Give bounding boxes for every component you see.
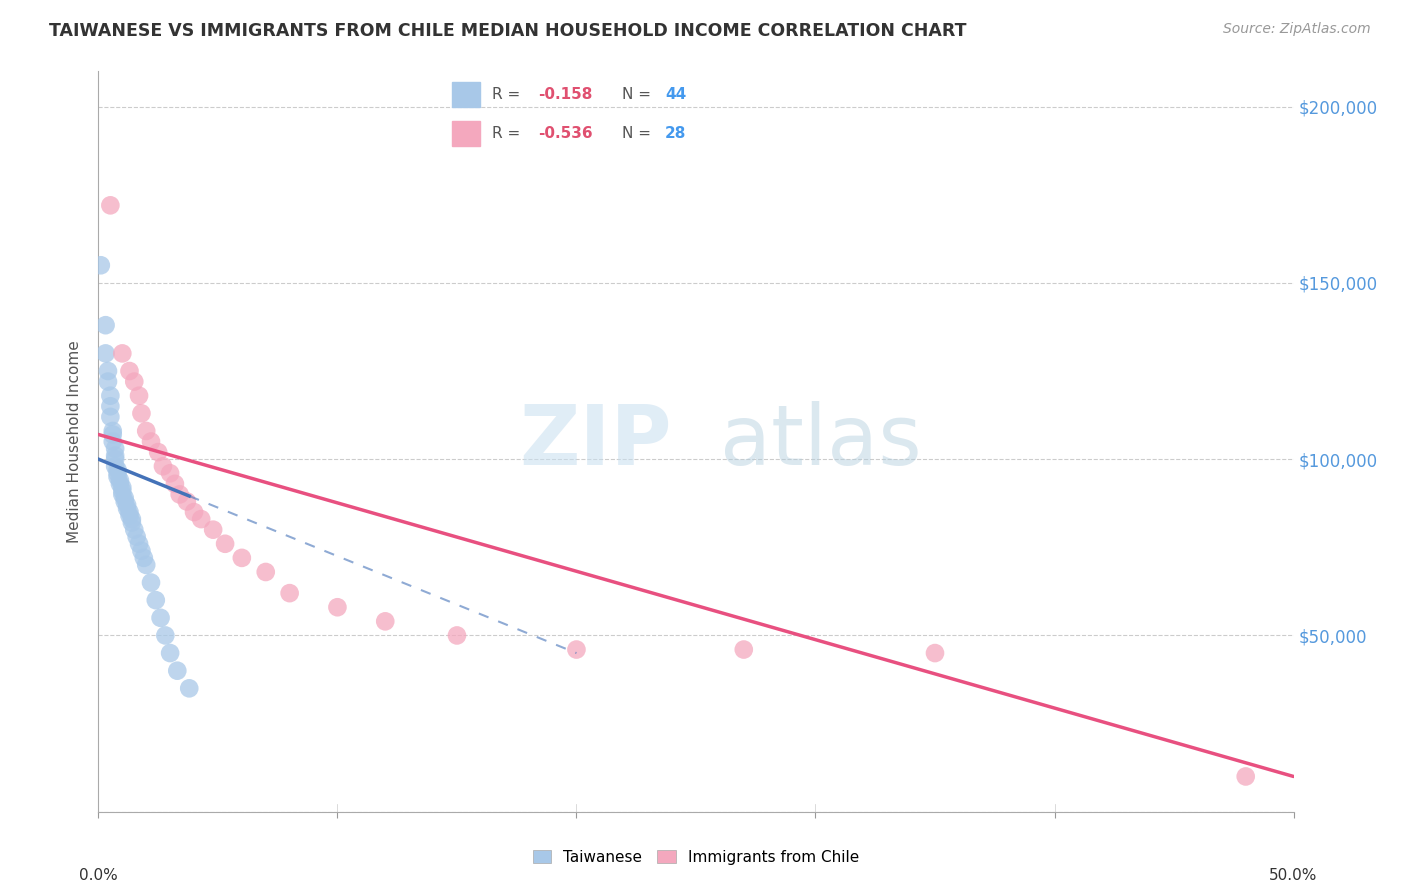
Text: R =: R = — [492, 87, 524, 102]
Point — [104, 452, 127, 467]
Point — [202, 523, 225, 537]
Point — [104, 449, 127, 463]
Point — [98, 399, 122, 413]
Point — [98, 198, 122, 212]
Point — [159, 646, 181, 660]
Point — [107, 463, 129, 477]
Point — [90, 258, 112, 272]
Point — [107, 470, 129, 484]
Point — [118, 364, 141, 378]
Point — [118, 508, 141, 523]
Point — [121, 512, 143, 526]
Text: ZIP: ZIP — [520, 401, 672, 482]
Point — [135, 424, 157, 438]
Text: 28: 28 — [665, 126, 686, 141]
Point — [924, 646, 946, 660]
Point — [124, 375, 146, 389]
Point — [125, 530, 148, 544]
Point — [94, 346, 117, 360]
Text: 50.0%: 50.0% — [1270, 868, 1317, 883]
Point — [131, 544, 153, 558]
Point — [115, 501, 138, 516]
Point — [101, 434, 124, 449]
Point — [565, 642, 588, 657]
Point — [132, 550, 155, 565]
Point — [108, 473, 131, 487]
Point — [101, 424, 124, 438]
Point — [118, 505, 141, 519]
Point — [115, 498, 138, 512]
Point — [148, 445, 170, 459]
Point — [159, 467, 181, 481]
Point — [179, 681, 201, 696]
Bar — [451, 81, 481, 107]
Point — [278, 586, 301, 600]
Point — [98, 389, 122, 403]
Point — [131, 406, 153, 420]
Point — [111, 480, 134, 494]
Point — [176, 494, 198, 508]
Point — [101, 427, 124, 442]
Point — [128, 389, 150, 403]
Point — [114, 494, 136, 508]
Point — [254, 565, 277, 579]
Legend: Taiwanese, Immigrants from Chile: Taiwanese, Immigrants from Chile — [526, 844, 866, 871]
Point — [121, 516, 143, 530]
Point — [374, 615, 396, 629]
Text: Source: ZipAtlas.com: Source: ZipAtlas.com — [1223, 22, 1371, 37]
Point — [214, 537, 236, 551]
Point — [94, 318, 117, 333]
Point — [135, 558, 157, 572]
Point — [104, 459, 127, 474]
Text: atlas: atlas — [720, 401, 921, 482]
Text: N =: N = — [621, 126, 655, 141]
Point — [104, 442, 127, 456]
Point — [446, 628, 468, 642]
Text: R =: R = — [492, 126, 524, 141]
Y-axis label: Median Household Income: Median Household Income — [67, 340, 83, 543]
Point — [114, 491, 136, 505]
Point — [163, 476, 186, 491]
Point — [149, 611, 172, 625]
Point — [190, 512, 212, 526]
Point — [97, 375, 120, 389]
Point — [145, 593, 167, 607]
Text: -0.158: -0.158 — [538, 87, 592, 102]
Point — [139, 575, 162, 590]
Point — [111, 487, 134, 501]
Point — [107, 467, 129, 481]
Text: TAIWANESE VS IMMIGRANTS FROM CHILE MEDIAN HOUSEHOLD INCOME CORRELATION CHART: TAIWANESE VS IMMIGRANTS FROM CHILE MEDIA… — [49, 22, 967, 40]
Point — [169, 487, 191, 501]
Point — [128, 537, 150, 551]
Point — [1234, 769, 1257, 783]
Point — [152, 459, 174, 474]
Text: -0.536: -0.536 — [538, 126, 593, 141]
Point — [155, 628, 177, 642]
Point — [733, 642, 755, 657]
Point — [166, 664, 188, 678]
Point — [139, 434, 162, 449]
Point — [183, 505, 205, 519]
Text: N =: N = — [621, 87, 655, 102]
Bar — [451, 120, 481, 146]
Point — [111, 346, 134, 360]
Point — [231, 550, 253, 565]
Text: 0.0%: 0.0% — [79, 868, 118, 883]
Point — [111, 483, 134, 498]
Point — [108, 476, 131, 491]
Point — [97, 364, 120, 378]
Text: 44: 44 — [665, 87, 686, 102]
Point — [326, 600, 349, 615]
Point — [124, 523, 146, 537]
Point — [98, 409, 122, 424]
